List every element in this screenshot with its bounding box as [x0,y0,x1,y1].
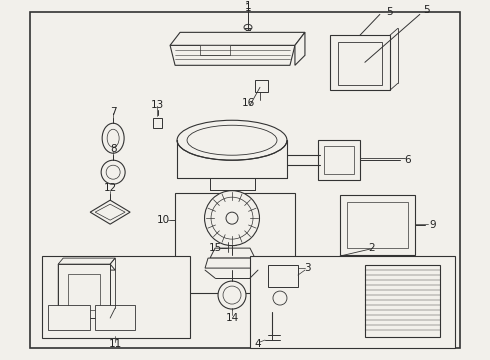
Text: 11: 11 [108,339,122,349]
Text: 2: 2 [368,243,375,253]
FancyBboxPatch shape [250,256,455,348]
Ellipse shape [204,191,260,246]
Polygon shape [338,42,382,85]
Polygon shape [210,248,255,258]
Polygon shape [318,140,360,180]
Text: 16: 16 [242,98,255,108]
Text: 14: 14 [225,313,239,323]
Text: 5: 5 [387,7,393,17]
Polygon shape [58,264,63,318]
Text: 8: 8 [110,144,117,154]
Ellipse shape [101,160,125,184]
FancyBboxPatch shape [42,256,190,338]
Ellipse shape [226,212,238,224]
Polygon shape [330,35,390,90]
Polygon shape [58,264,115,270]
Polygon shape [153,118,162,128]
Polygon shape [205,258,258,268]
Text: 15: 15 [208,243,221,253]
Ellipse shape [211,197,253,239]
Text: 13: 13 [150,100,164,110]
Text: 1: 1 [245,1,251,12]
Text: 12: 12 [103,183,117,193]
Text: 4: 4 [255,339,261,349]
FancyBboxPatch shape [175,193,295,293]
Polygon shape [48,305,90,330]
Text: 9: 9 [430,220,436,230]
Polygon shape [295,32,305,65]
Polygon shape [58,258,115,264]
Polygon shape [200,45,230,55]
Ellipse shape [187,125,277,155]
Text: 5: 5 [423,5,430,15]
Polygon shape [90,200,130,224]
Ellipse shape [218,281,246,309]
Text: 1: 1 [245,3,251,13]
Polygon shape [95,305,135,330]
Ellipse shape [102,123,124,153]
FancyBboxPatch shape [365,265,440,337]
Ellipse shape [107,129,119,147]
Polygon shape [170,45,295,65]
FancyBboxPatch shape [268,265,298,287]
Text: 3: 3 [305,263,311,273]
Ellipse shape [223,286,241,304]
Ellipse shape [244,24,252,30]
Polygon shape [58,264,110,318]
Ellipse shape [273,291,287,305]
Ellipse shape [177,120,287,160]
Text: 10: 10 [156,215,170,225]
FancyBboxPatch shape [347,202,408,248]
FancyBboxPatch shape [340,195,415,255]
Text: 7: 7 [110,107,117,117]
Polygon shape [68,274,100,310]
Polygon shape [170,32,305,45]
Polygon shape [255,80,268,92]
Text: 6: 6 [405,155,411,165]
Polygon shape [95,204,125,220]
Ellipse shape [106,165,120,179]
Polygon shape [324,146,354,174]
